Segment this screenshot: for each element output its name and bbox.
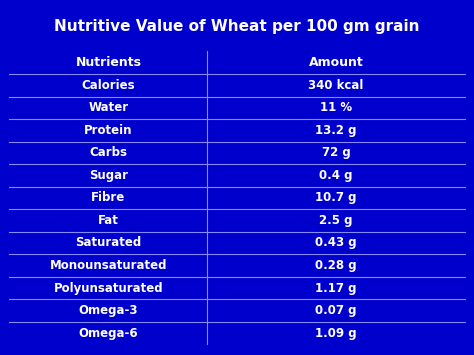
Text: Amount: Amount — [309, 56, 364, 69]
Text: Saturated: Saturated — [75, 236, 142, 250]
Text: Nutritive Value of Wheat per 100 gm grain: Nutritive Value of Wheat per 100 gm grai… — [54, 20, 420, 34]
Text: 340 kcal: 340 kcal — [308, 79, 364, 92]
Text: 0.07 g: 0.07 g — [315, 304, 357, 317]
Text: 0.28 g: 0.28 g — [315, 259, 357, 272]
Text: Calories: Calories — [82, 79, 135, 92]
Text: 1.09 g: 1.09 g — [315, 327, 357, 340]
Text: Carbs: Carbs — [90, 146, 128, 159]
Text: 1.17 g: 1.17 g — [315, 282, 357, 295]
Text: 0.43 g: 0.43 g — [315, 236, 357, 250]
Text: Fibre: Fibre — [91, 191, 126, 204]
Text: 13.2 g: 13.2 g — [315, 124, 357, 137]
Text: Protein: Protein — [84, 124, 133, 137]
Text: Nutrients: Nutrients — [75, 56, 141, 69]
Text: Monounsaturated: Monounsaturated — [50, 259, 167, 272]
Text: 2.5 g: 2.5 g — [319, 214, 353, 227]
Text: Fat: Fat — [98, 214, 119, 227]
Text: Water: Water — [88, 101, 128, 114]
Text: 0.4 g: 0.4 g — [319, 169, 353, 182]
Text: Polyunsaturated: Polyunsaturated — [54, 282, 163, 295]
Text: Sugar: Sugar — [89, 169, 128, 182]
Text: 11 %: 11 % — [320, 101, 352, 114]
Text: 10.7 g: 10.7 g — [315, 191, 357, 204]
Text: 72 g: 72 g — [321, 146, 350, 159]
Text: Omega-6: Omega-6 — [79, 327, 138, 340]
Text: Omega-3: Omega-3 — [79, 304, 138, 317]
